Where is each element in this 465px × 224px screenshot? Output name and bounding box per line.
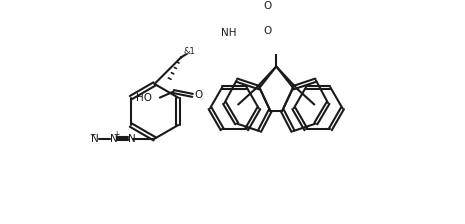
Text: N: N — [110, 134, 117, 144]
Text: N: N — [128, 134, 135, 144]
Text: O: O — [263, 0, 271, 11]
Text: &1: &1 — [183, 47, 195, 56]
Text: O: O — [263, 26, 271, 36]
Text: HO: HO — [136, 93, 152, 103]
Text: NH: NH — [221, 28, 237, 38]
Text: N: N — [91, 134, 99, 144]
Text: −: − — [89, 130, 95, 140]
Text: +: + — [113, 130, 120, 140]
Text: O: O — [194, 90, 203, 100]
